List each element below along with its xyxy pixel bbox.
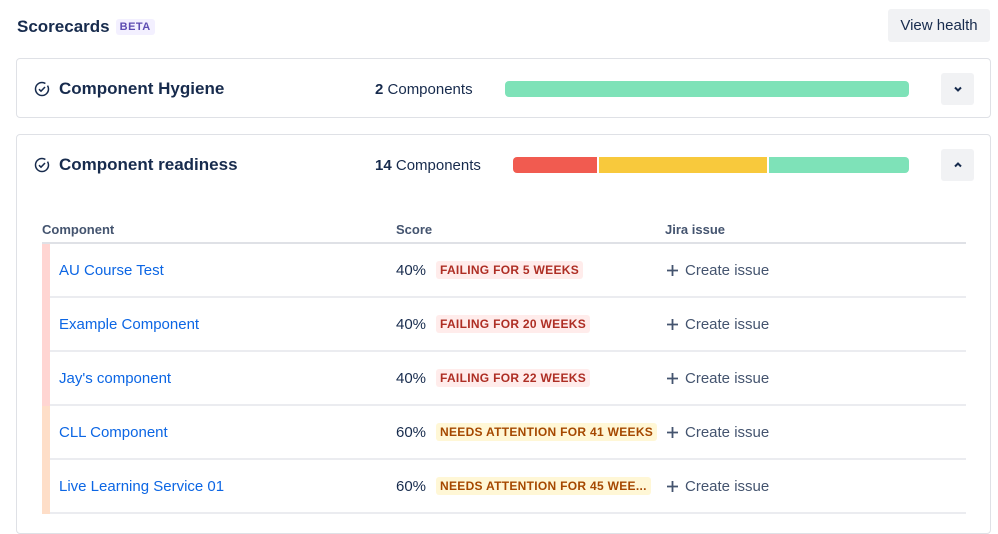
status-indicator [42,298,50,352]
score-bar [513,157,909,173]
score-value: 60% [396,423,427,441]
create-issue-button[interactable]: Create issue [666,316,769,333]
bar-segment-passing [505,81,909,97]
check-circle-icon [34,157,50,173]
table-row: Live Learning Service 01 60% NEEDS ATTEN… [42,460,966,514]
status-indicator [42,244,50,298]
plus-icon [667,480,678,492]
plus-icon [667,426,678,438]
column-header-score: Score [396,222,433,237]
score-value: 60% [396,477,427,495]
create-issue-label: Create issue [685,477,770,495]
status-lozenge: NEEDS ATTENTION FOR 45 WEE... [436,477,651,495]
create-issue-label: Create issue [685,369,770,387]
plus-icon [667,318,678,330]
score-bar [505,81,909,97]
bar-segment-failing [513,157,597,173]
create-issue-button[interactable]: Create issue [666,262,769,279]
create-issue-label: Create issue [685,423,770,441]
component-link[interactable]: Live Learning Service 01 [59,477,225,495]
bar-segment-passing [769,157,909,173]
view-health-button[interactable]: View health [888,9,990,42]
bar-segment-needs-attention [599,157,767,173]
chevron-up-icon [953,162,962,168]
create-issue-button[interactable]: Create issue [666,424,769,441]
status-indicator [42,352,50,406]
status-lozenge: FAILING FOR 22 WEEKS [436,369,591,387]
score-value: 40% [396,315,427,333]
component-link[interactable]: CLL Component [59,423,168,441]
collapse-button[interactable] [941,149,974,181]
title-text: Scorecards [17,17,110,36]
table-row: Example Component 40% FAILING FOR 20 WEE… [42,298,966,352]
status-lozenge: NEEDS ATTENTION FOR 41 WEEKS [436,423,658,441]
table-row: AU Course Test 40% FAILING FOR 5 WEEKS C… [42,244,966,298]
plus-icon [667,264,678,276]
scorecard-name: Component readiness [59,155,238,174]
table-row: Jay's component 40% FAILING FOR 22 WEEKS… [42,352,966,406]
create-issue-label: Create issue [685,315,770,333]
expand-button[interactable] [941,73,974,105]
scorecard-component-readiness: Component readiness 14 Components Compon… [16,134,991,534]
status-lozenge: FAILING FOR 5 WEEKS [436,261,584,279]
component-count: 2 Components [375,80,473,98]
header-divider [42,242,966,244]
status-indicator [42,406,50,460]
column-header-component: Component [42,222,115,237]
scorecard-name: Component Hygiene [59,79,225,98]
column-header-jira-issue: Jira issue [665,222,725,237]
check-circle-icon [34,81,50,97]
plus-icon [667,372,678,384]
create-issue-button[interactable]: Create issue [666,478,769,495]
score-value: 40% [396,369,427,387]
component-count: 14 Components [375,156,481,174]
status-lozenge: FAILING FOR 20 WEEKS [436,315,591,333]
page-title: Scorecards BETA [17,17,155,37]
create-issue-button[interactable]: Create issue [666,370,769,387]
component-link[interactable]: Jay's component [59,369,172,387]
component-link[interactable]: Example Component [59,315,200,333]
table-row: CLL Component 60% NEEDS ATTENTION FOR 41… [42,406,966,460]
chevron-down-icon [953,86,962,92]
beta-badge: BETA [115,19,155,35]
create-issue-label: Create issue [685,261,770,279]
score-value: 40% [396,261,427,279]
scorecard-component-hygiene: Component Hygiene 2 Components [16,58,991,118]
component-link[interactable]: AU Course Test [59,261,164,279]
status-indicator [42,460,50,514]
